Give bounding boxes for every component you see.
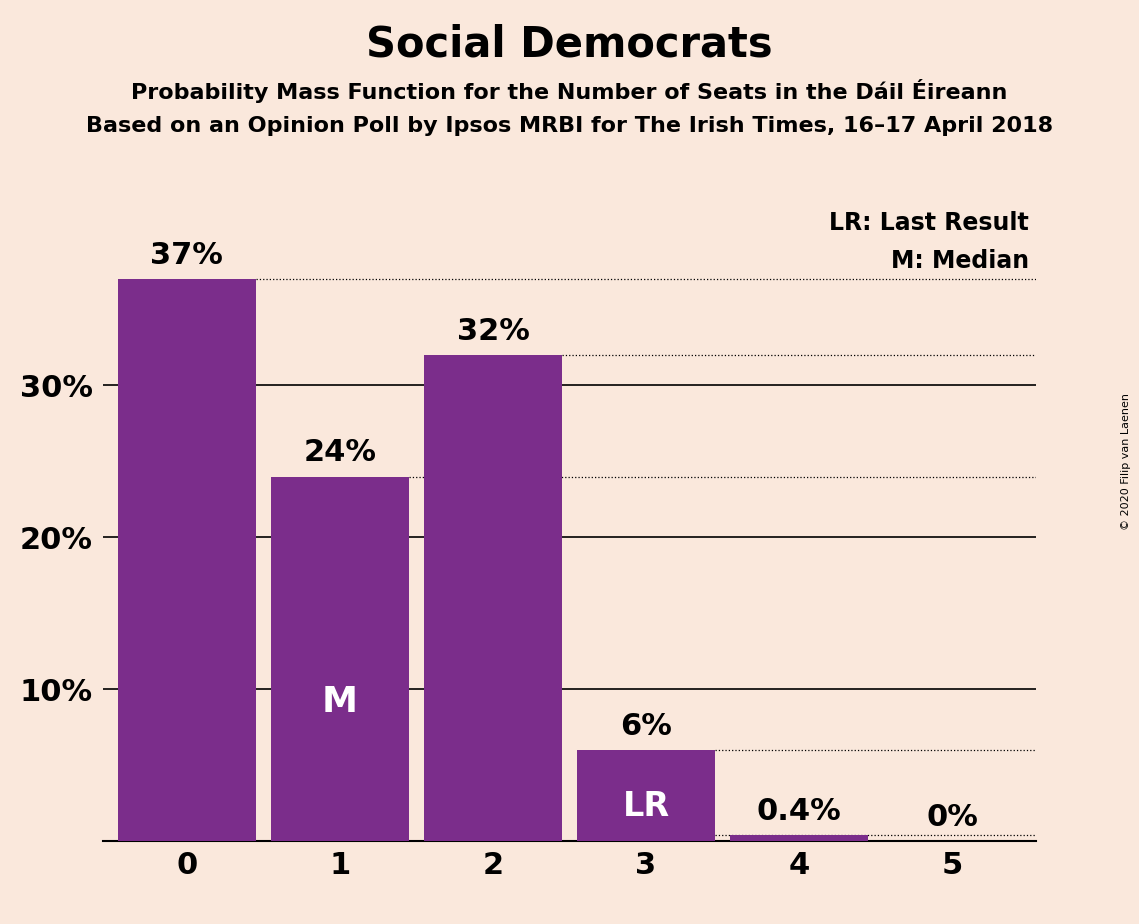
Bar xyxy=(271,477,409,841)
Text: Social Democrats: Social Democrats xyxy=(366,23,773,65)
Text: 37%: 37% xyxy=(150,241,223,270)
Text: 0.4%: 0.4% xyxy=(756,796,842,826)
Text: M: M xyxy=(322,686,358,720)
Text: © 2020 Filip van Laenen: © 2020 Filip van Laenen xyxy=(1121,394,1131,530)
Text: M: Median: M: Median xyxy=(891,249,1029,273)
Text: 6%: 6% xyxy=(620,711,672,741)
Text: 0%: 0% xyxy=(926,803,978,832)
Text: Based on an Opinion Poll by Ipsos MRBI for The Irish Times, 16–17 April 2018: Based on an Opinion Poll by Ipsos MRBI f… xyxy=(85,116,1054,136)
Bar xyxy=(577,749,715,841)
Text: 32%: 32% xyxy=(457,317,530,346)
Bar xyxy=(117,279,255,841)
Text: 24%: 24% xyxy=(303,438,376,468)
Text: LR: LR xyxy=(623,790,670,822)
Bar xyxy=(424,355,562,841)
Text: Probability Mass Function for the Number of Seats in the Dáil Éireann: Probability Mass Function for the Number… xyxy=(131,79,1008,103)
Bar xyxy=(730,834,868,841)
Text: LR: Last Result: LR: Last Result xyxy=(829,211,1029,235)
